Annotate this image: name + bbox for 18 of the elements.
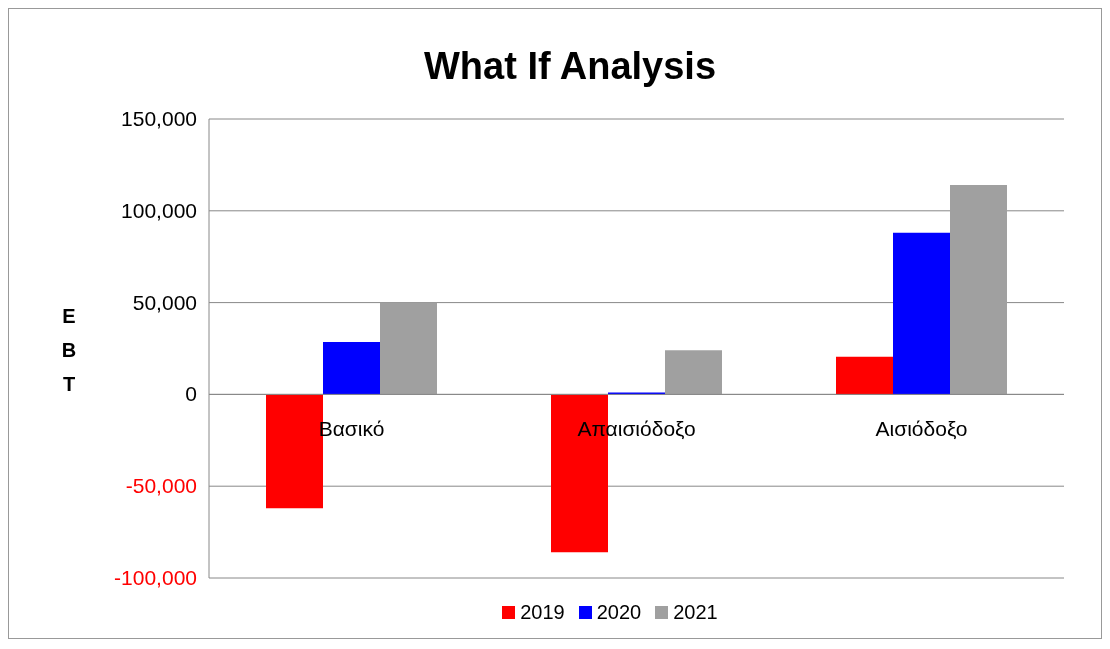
- x-tick-label: Αισιόδοξο: [875, 417, 968, 441]
- bar: [893, 232, 950, 395]
- y-tick-label: -100,000: [114, 566, 197, 589]
- y-tick-label: -50,000: [125, 474, 197, 498]
- y-axis-title: EBT: [60, 304, 78, 398]
- legend-label: 2021: [673, 601, 718, 624]
- legend-label: 2020: [596, 601, 642, 624]
- y-tick-label: 150,000: [121, 107, 197, 130]
- chart-title: What If Analysis: [423, 45, 717, 87]
- bar: [950, 185, 1007, 395]
- y-tick-label: 0: [185, 382, 197, 406]
- legend-label: 2019: [520, 601, 565, 624]
- y-tick-label: 50,000: [132, 290, 197, 314]
- y-tick-label: 100,000: [121, 198, 197, 222]
- bar: [836, 356, 893, 395]
- bar: [665, 350, 722, 395]
- bar: [323, 342, 380, 395]
- bar: [380, 302, 437, 395]
